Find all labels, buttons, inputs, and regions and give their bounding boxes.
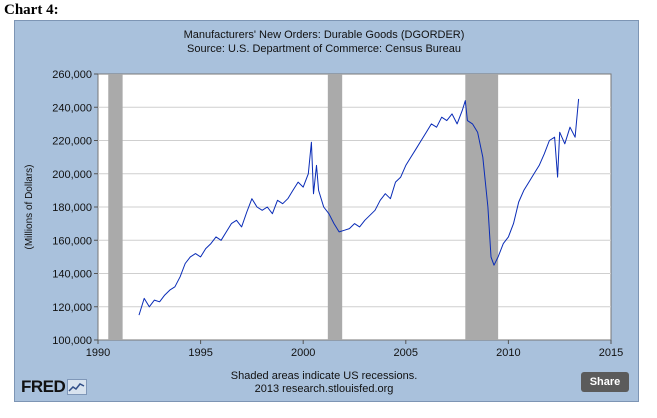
x-axis: 1990 1995 2000 2005 2010 2015 bbox=[86, 340, 623, 359]
y-tick-label: 160,000 bbox=[52, 235, 92, 247]
series-line bbox=[138, 98, 580, 316]
x-tick-label: 2000 bbox=[291, 347, 315, 359]
y-tick-label: 220,000 bbox=[52, 136, 92, 148]
y-tick-label: 180,000 bbox=[52, 202, 92, 214]
fred-logo[interactable]: FRED bbox=[21, 377, 88, 397]
y-axis-label: (Millions of Dollars) bbox=[24, 164, 35, 249]
line-chart: Manufacturers' New Orders: Durable Goods… bbox=[24, 29, 623, 395]
recession-band bbox=[465, 74, 499, 340]
x-tick-label: 2015 bbox=[599, 347, 623, 359]
share-button[interactable]: Share bbox=[581, 372, 629, 392]
y-tick-label: 100,000 bbox=[52, 335, 92, 347]
footnote-source: 2013 research.stlouisfed.org bbox=[255, 383, 394, 395]
recession-band bbox=[327, 74, 343, 340]
chart-title: Manufacturers' New Orders: Durable Goods… bbox=[184, 29, 465, 41]
chart-heading: Chart 4: bbox=[4, 2, 59, 18]
chart-subtitle: Source: U.S. Department of Commerce: Cen… bbox=[187, 43, 461, 55]
x-tick-label: 1990 bbox=[86, 347, 110, 359]
x-tick-label: 1995 bbox=[188, 347, 212, 359]
line-chart-icon bbox=[67, 379, 88, 395]
footnote-recessions: Shaded areas indicate US recessions. bbox=[231, 370, 418, 382]
recession-band bbox=[108, 74, 123, 340]
grid-lines bbox=[98, 106, 611, 308]
y-axis: 100,000 120,000 140,000 160,000 180,000 200,0… bbox=[52, 69, 98, 347]
series-line-group bbox=[138, 98, 580, 316]
y-tick-label: 200,000 bbox=[52, 169, 92, 181]
fred-logo-text: FRED bbox=[21, 377, 66, 396]
recession-bands bbox=[108, 74, 499, 340]
x-tick-label: 2005 bbox=[394, 347, 418, 359]
x-tick-label: 2010 bbox=[496, 347, 520, 359]
y-tick-label: 140,000 bbox=[52, 269, 92, 281]
y-tick-label: 240,000 bbox=[52, 102, 92, 114]
y-tick-label: 260,000 bbox=[52, 69, 92, 81]
y-tick-label: 120,000 bbox=[52, 302, 92, 314]
